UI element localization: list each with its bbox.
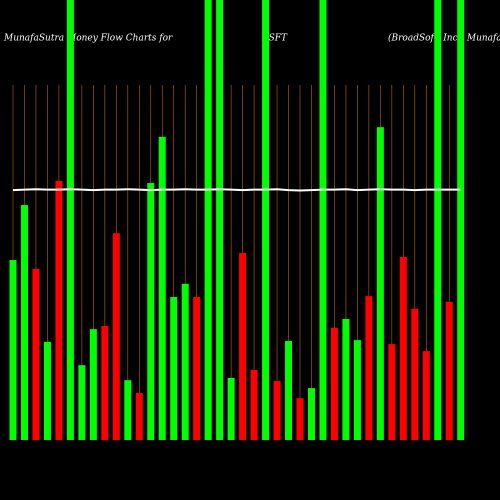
bar	[250, 370, 258, 440]
bar	[365, 296, 373, 440]
bar	[285, 341, 293, 440]
bar	[273, 381, 281, 440]
bar	[101, 326, 109, 440]
bar	[147, 183, 155, 441]
bar	[422, 351, 430, 440]
bar	[319, 0, 327, 440]
bar	[399, 256, 407, 440]
bar	[434, 0, 442, 440]
bar	[66, 0, 74, 440]
chart-title-right: (BroadSoft, Inc.) MunafaSutra.com	[388, 33, 500, 44]
bar	[193, 297, 201, 440]
bar	[411, 308, 419, 440]
bar	[342, 319, 350, 440]
bar	[216, 0, 224, 440]
bar	[296, 398, 304, 440]
bar	[78, 365, 86, 440]
bar	[330, 327, 338, 440]
bar	[135, 392, 143, 440]
bar	[204, 0, 212, 440]
bar	[32, 268, 40, 440]
bar	[112, 233, 120, 440]
bar	[227, 377, 235, 440]
chart-title-center: BSFT	[261, 34, 288, 44]
bar	[181, 283, 189, 440]
bar	[457, 0, 465, 440]
bar	[55, 180, 63, 440]
bar	[89, 329, 97, 440]
bar	[124, 380, 132, 440]
bar	[307, 388, 315, 440]
bar	[353, 340, 361, 440]
bar	[20, 205, 28, 440]
chart-title-left: MunafaSutra Money Flow Charts for	[3, 34, 173, 44]
bar	[445, 301, 453, 440]
bar	[376, 127, 384, 440]
bar	[9, 260, 17, 440]
flow-line	[12, 188, 461, 192]
bar	[158, 136, 166, 440]
bar	[239, 253, 247, 440]
bar	[388, 344, 396, 440]
bar	[262, 0, 270, 440]
bar	[43, 341, 51, 440]
bar	[170, 297, 178, 440]
